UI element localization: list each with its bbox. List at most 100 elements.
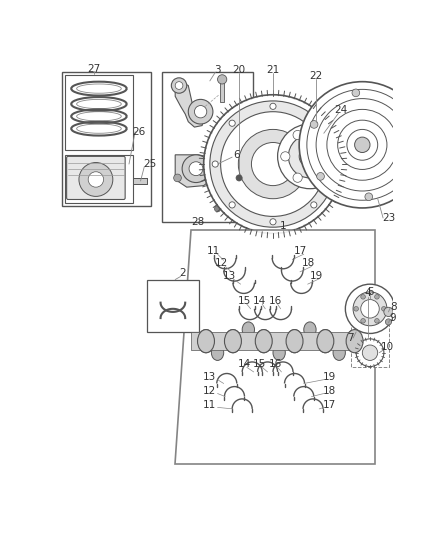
- Circle shape: [307, 90, 418, 200]
- Circle shape: [238, 130, 307, 199]
- Circle shape: [311, 202, 317, 208]
- FancyBboxPatch shape: [67, 156, 125, 199]
- Ellipse shape: [255, 329, 272, 353]
- Circle shape: [317, 173, 325, 180]
- Text: 17: 17: [322, 400, 336, 410]
- Text: 20: 20: [233, 65, 246, 75]
- Circle shape: [211, 160, 218, 168]
- Circle shape: [356, 339, 384, 367]
- Circle shape: [79, 163, 113, 196]
- Ellipse shape: [198, 329, 215, 353]
- Polygon shape: [175, 230, 375, 464]
- Circle shape: [270, 219, 276, 225]
- Text: 10: 10: [380, 342, 393, 352]
- Text: 7: 7: [347, 333, 354, 343]
- Bar: [220, 81, 224, 102]
- Circle shape: [361, 319, 365, 323]
- Text: 26: 26: [132, 127, 145, 137]
- Circle shape: [278, 124, 342, 189]
- Circle shape: [299, 82, 425, 208]
- Circle shape: [210, 101, 336, 227]
- Text: 25: 25: [143, 159, 156, 169]
- Circle shape: [194, 106, 207, 118]
- Circle shape: [355, 137, 370, 152]
- Circle shape: [229, 120, 235, 126]
- Ellipse shape: [286, 329, 303, 353]
- Text: 2: 2: [180, 269, 186, 278]
- Ellipse shape: [273, 345, 285, 360]
- Circle shape: [406, 161, 414, 169]
- Circle shape: [400, 109, 408, 117]
- Circle shape: [281, 152, 290, 161]
- Ellipse shape: [198, 329, 215, 353]
- Circle shape: [354, 306, 358, 311]
- Ellipse shape: [224, 329, 241, 353]
- Text: 18: 18: [302, 259, 315, 269]
- Text: 19: 19: [322, 373, 336, 382]
- Circle shape: [347, 130, 378, 160]
- Bar: [147, 280, 199, 332]
- Ellipse shape: [346, 329, 363, 353]
- Ellipse shape: [242, 322, 254, 337]
- Ellipse shape: [317, 329, 334, 353]
- Circle shape: [327, 109, 398, 180]
- Circle shape: [299, 146, 321, 167]
- Bar: [191, 332, 356, 350]
- Text: 24: 24: [334, 105, 347, 115]
- Circle shape: [88, 172, 103, 187]
- Text: 4: 4: [364, 288, 371, 298]
- Ellipse shape: [212, 345, 224, 360]
- Text: 14: 14: [253, 296, 266, 306]
- Text: 16: 16: [268, 359, 282, 369]
- Circle shape: [318, 131, 327, 140]
- Text: 12: 12: [215, 259, 228, 269]
- Circle shape: [311, 120, 317, 126]
- Ellipse shape: [286, 329, 303, 353]
- Circle shape: [328, 161, 334, 167]
- Text: 15: 15: [253, 359, 266, 369]
- Text: 22: 22: [310, 70, 323, 80]
- Circle shape: [384, 308, 393, 317]
- Text: 23: 23: [382, 213, 395, 223]
- Ellipse shape: [255, 329, 272, 353]
- Text: 27: 27: [88, 63, 101, 74]
- Text: 8: 8: [390, 302, 396, 311]
- Text: 1: 1: [280, 221, 286, 231]
- Text: 18: 18: [322, 386, 336, 396]
- Text: 6: 6: [233, 150, 240, 160]
- Circle shape: [310, 120, 318, 128]
- Text: 5: 5: [367, 287, 373, 297]
- Circle shape: [218, 75, 227, 84]
- Circle shape: [318, 173, 327, 182]
- Ellipse shape: [317, 329, 334, 353]
- Circle shape: [175, 82, 183, 90]
- Bar: [65, 75, 133, 150]
- Bar: [351, 299, 389, 367]
- Circle shape: [353, 292, 387, 326]
- Circle shape: [365, 193, 373, 200]
- Bar: [133, 178, 147, 184]
- Circle shape: [229, 202, 235, 208]
- Text: 17: 17: [294, 246, 307, 256]
- Ellipse shape: [346, 329, 363, 353]
- Circle shape: [330, 152, 339, 161]
- Text: 3: 3: [214, 65, 221, 75]
- Circle shape: [182, 155, 210, 182]
- Text: 11: 11: [203, 400, 216, 410]
- Polygon shape: [175, 81, 204, 127]
- Circle shape: [189, 161, 203, 175]
- Circle shape: [346, 284, 395, 334]
- Circle shape: [236, 175, 242, 181]
- Text: 21: 21: [266, 65, 279, 75]
- Circle shape: [215, 206, 221, 212]
- Circle shape: [374, 319, 379, 323]
- Circle shape: [385, 319, 392, 325]
- Polygon shape: [175, 155, 215, 187]
- Circle shape: [361, 295, 365, 299]
- Bar: [65, 155, 133, 203]
- Circle shape: [293, 131, 302, 140]
- Text: 13: 13: [223, 271, 236, 281]
- Circle shape: [221, 112, 325, 216]
- Circle shape: [381, 306, 386, 311]
- Text: 13: 13: [203, 373, 216, 382]
